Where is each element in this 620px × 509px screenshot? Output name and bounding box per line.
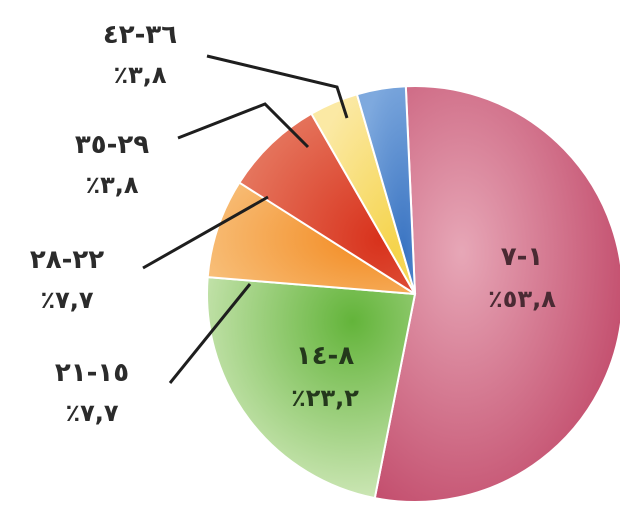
slice-category-label: ٨-١٤	[296, 341, 355, 371]
leader-line	[206, 54, 349, 119]
slice-value-label: ٪٢٣,٢	[291, 384, 359, 412]
slice-value-label: ٪٧,٧	[65, 399, 118, 427]
leader-line	[177, 102, 310, 149]
pie-slice	[355, 85, 416, 295]
leader-line	[142, 195, 269, 270]
pie-slice	[206, 181, 416, 295]
slice-category-label: ٢٩-٣٥	[75, 130, 149, 160]
slice-category-label: ٢٢-٢٨	[30, 245, 104, 275]
slice-category-label: ٣٦-٤٢	[103, 20, 177, 50]
slice-value-label: ٪٧,٧	[40, 286, 93, 314]
slice-category-label: ١-٧	[501, 242, 544, 272]
pie-slice	[373, 85, 620, 503]
slice-value-label: ٪٥٣,٨	[488, 285, 556, 313]
slice-category-label: ١٥-٢١	[55, 358, 129, 388]
slice-value-label: ٪٣,٨	[113, 61, 166, 89]
leader-lines	[142, 54, 349, 384]
leader-line	[168, 283, 252, 384]
pie-slice	[206, 276, 417, 500]
pie-slice	[237, 112, 416, 295]
pie-slices	[206, 85, 620, 503]
slice-value-label: ٪٣,٨	[85, 171, 138, 199]
